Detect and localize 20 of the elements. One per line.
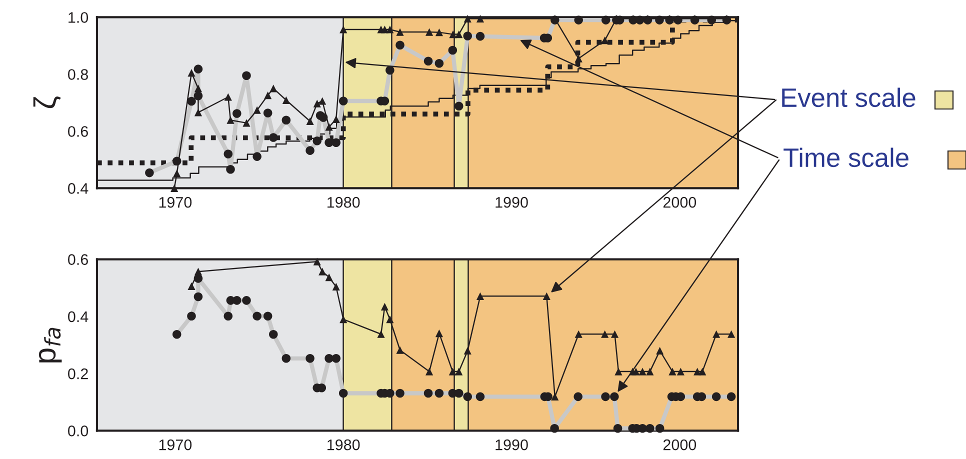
y-tick-label: 0.6 xyxy=(68,254,88,265)
x-tick-label: 1970 xyxy=(159,196,192,208)
y-tick-label: 1.0 xyxy=(68,12,88,23)
x-tick-label: 1980 xyxy=(328,196,360,208)
x-tick-label: 2000 xyxy=(663,439,696,450)
x-tick-label: 1980 xyxy=(328,439,360,450)
y-tick-label: 0.6 xyxy=(68,126,88,137)
annotation: Time scale xyxy=(784,148,908,168)
y-tick-label: 0.4 xyxy=(68,183,88,194)
x-tick-label: 2000 xyxy=(663,196,696,208)
x-tick-label: 1970 xyxy=(159,439,192,450)
x-tick-label: 1990 xyxy=(496,439,528,450)
y-axis-title: ζ xyxy=(33,96,61,108)
x-tick-label: 1990 xyxy=(496,196,528,208)
y-tick-label: 0.4 xyxy=(68,311,88,322)
y-axis-title: p$_{fa}$ xyxy=(38,328,62,362)
y-tick-label: 0.0 xyxy=(68,426,88,436)
y-tick-label: 0.8 xyxy=(68,69,88,80)
annotation: Event scale xyxy=(782,88,916,108)
y-tick-label: 0.2 xyxy=(68,368,88,380)
